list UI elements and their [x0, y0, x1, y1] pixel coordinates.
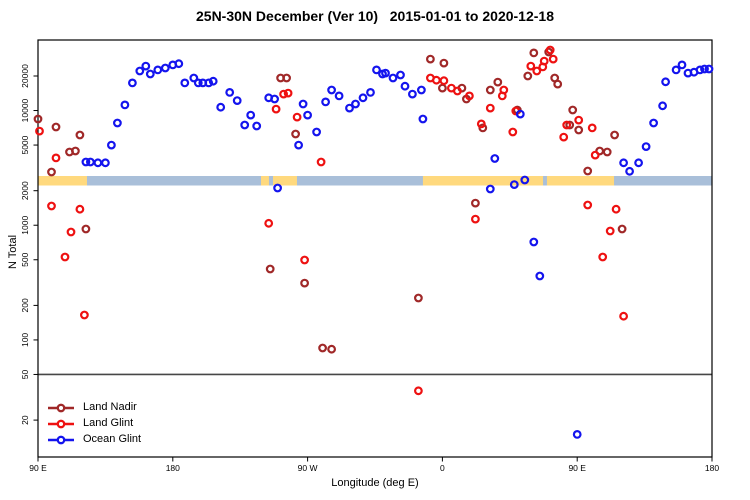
svg-text:1000: 1000	[20, 216, 30, 235]
svg-text:0: 0	[440, 463, 445, 473]
svg-text:50: 50	[20, 369, 30, 379]
legend-label: Land Glint	[83, 417, 134, 429]
svg-text:200: 200	[20, 298, 30, 312]
x-axis-title: Longitude (deg E)	[331, 477, 419, 489]
svg-text:500: 500	[20, 252, 30, 266]
legend-label: Ocean Glint	[83, 433, 142, 445]
svg-text:180: 180	[166, 463, 180, 473]
series-land-glint-points	[35, 45, 628, 396]
series-land-nadir-points	[33, 47, 627, 354]
surface-band	[38, 176, 712, 186]
svg-text:2000: 2000	[20, 181, 30, 200]
svg-text:5000: 5000	[20, 135, 30, 154]
svg-text:20000: 20000	[20, 64, 30, 88]
land-glint-symbol-icon	[48, 419, 74, 428]
plot-frame	[37, 39, 713, 458]
svg-text:90 E: 90 E	[29, 463, 47, 473]
y-axis-ticks: 20 50 100 200 500 1000 2000 5000 10000 20000	[20, 64, 38, 425]
svg-text:100: 100	[20, 333, 30, 347]
series-ocean-glint-points	[81, 59, 714, 439]
svg-text:20: 20	[20, 415, 30, 425]
legend-label: Land Nadir	[83, 401, 137, 413]
land-nadir-symbol-icon	[48, 403, 74, 412]
svg-text:180: 180	[705, 463, 719, 473]
x-axis-ticks: 90 E 180 90 W 0 90 E 180	[29, 457, 719, 473]
chart-title: 25N-30N December (Ver 10) 2015-01-01 to …	[196, 8, 554, 24]
legend: Land Nadir Land Glint Ocean Glint	[46, 400, 141, 447]
legend-item-ocean-glint: Ocean Glint	[46, 432, 141, 447]
legend-item-land-glint: Land Glint	[46, 416, 141, 431]
y-axis-title: N Total	[7, 234, 19, 270]
legend-item-land-nadir: Land Nadir	[46, 400, 141, 415]
svg-text:90 E: 90 E	[568, 463, 586, 473]
svg-text:90 W: 90 W	[298, 463, 318, 473]
ocean-glint-symbol-icon	[48, 435, 74, 444]
svg-text:10000: 10000	[20, 98, 30, 122]
